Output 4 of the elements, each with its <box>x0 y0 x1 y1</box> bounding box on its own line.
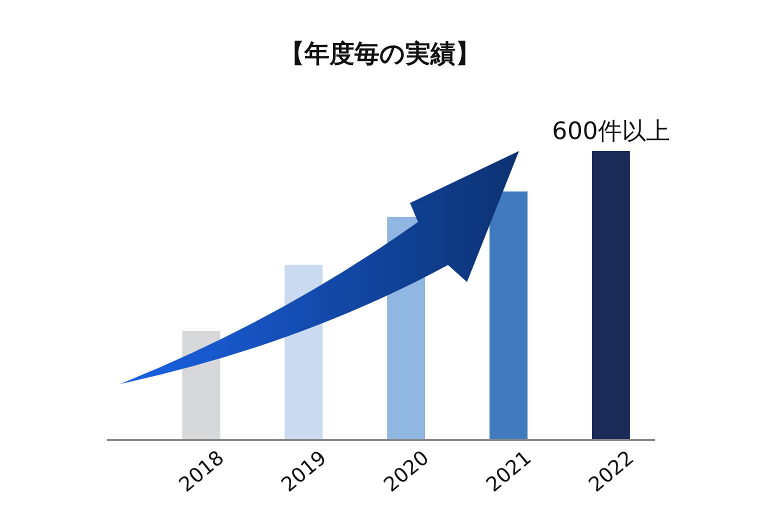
annotation: 600件以上 <box>552 117 670 145</box>
bar <box>490 191 528 440</box>
chart-title: 【年度毎の実績】 <box>280 39 480 68</box>
bar <box>592 151 630 440</box>
